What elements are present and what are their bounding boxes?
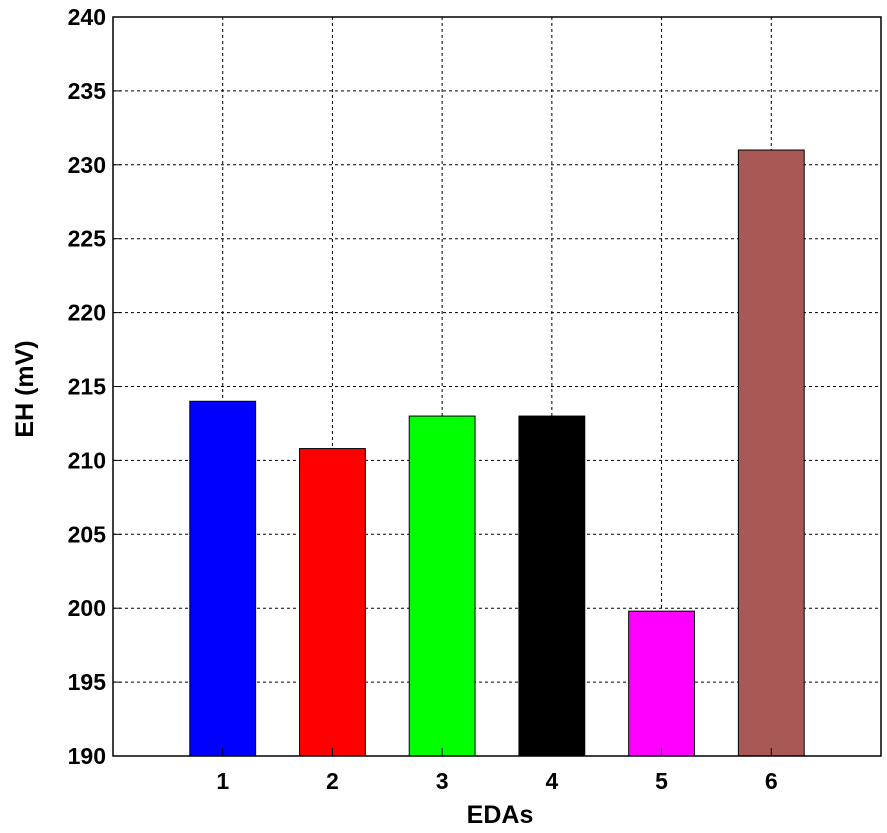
x-tick-label: 3 bbox=[436, 768, 449, 794]
y-tick-label: 220 bbox=[68, 300, 106, 326]
bars bbox=[189, 149, 805, 757]
y-tick-labels: 190 195 200 205 210 215 220 225 230 235 240 bbox=[68, 4, 107, 769]
y-tick-label: 195 bbox=[68, 669, 107, 695]
y-tick-label: 215 bbox=[68, 374, 107, 400]
bar-3 bbox=[408, 415, 476, 757]
x-tick-label: 1 bbox=[216, 768, 229, 794]
x-axis-label: EDAs bbox=[467, 801, 534, 829]
x-tick-labels: 1 2 3 4 5 6 bbox=[216, 748, 778, 794]
y-tick-label: 235 bbox=[68, 78, 107, 104]
bar-5 bbox=[628, 610, 695, 757]
y-tick-label: 230 bbox=[68, 152, 106, 178]
bar-4 bbox=[518, 415, 586, 757]
y-tick-label: 240 bbox=[68, 4, 106, 30]
bar-6 bbox=[737, 149, 805, 757]
bar-1 bbox=[189, 400, 257, 757]
bar-2 bbox=[299, 448, 366, 757]
y-tick-label: 200 bbox=[68, 595, 106, 621]
x-tick-label: 5 bbox=[655, 768, 668, 794]
y-tick-label: 210 bbox=[68, 447, 106, 473]
y-tick-label: 190 bbox=[68, 743, 106, 769]
y-tick-label: 205 bbox=[68, 521, 107, 547]
y-tick-label: 225 bbox=[68, 226, 107, 252]
x-tick-label: 6 bbox=[765, 768, 778, 794]
y-axis-label: EH (mV) bbox=[11, 340, 39, 437]
x-tick-label: 2 bbox=[326, 768, 339, 794]
x-tick-label: 4 bbox=[545, 768, 558, 794]
plot-frame bbox=[112, 16, 882, 757]
